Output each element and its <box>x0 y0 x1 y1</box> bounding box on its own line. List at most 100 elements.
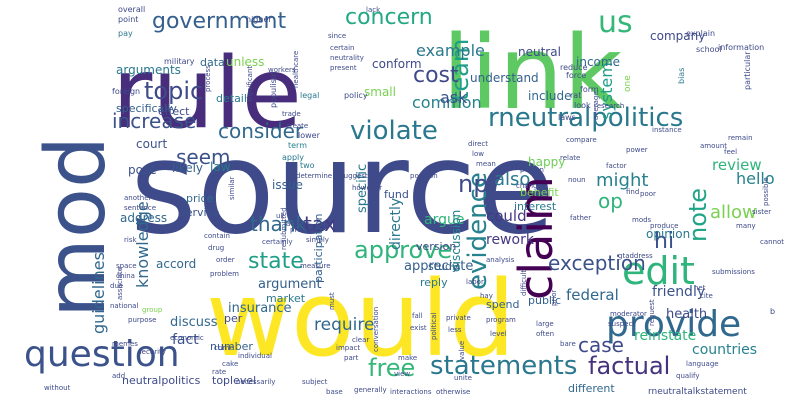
word-due: due <box>110 282 123 290</box>
word-opinion: opinion <box>646 227 690 241</box>
word-law: law <box>210 160 231 174</box>
word-argument: argument <box>258 277 322 292</box>
word-note: note <box>684 188 712 242</box>
word-significant: significant <box>246 66 254 102</box>
word-knowledge: knowledge <box>133 201 152 288</box>
word-base: base <box>326 388 343 396</box>
word-pay: pay <box>118 29 133 38</box>
word-apply: apply <box>282 153 304 162</box>
word-company: company <box>650 29 705 43</box>
word-suspect: suspect <box>608 320 635 328</box>
word-price: price <box>186 192 214 205</box>
word-amount: amount <box>700 142 727 150</box>
word-similar: similar <box>228 176 236 200</box>
word-impact: impact <box>336 344 360 352</box>
word-explain: explain <box>686 29 715 38</box>
word-fund: fund <box>384 188 409 201</box>
word-limit: limit <box>236 164 252 172</box>
word-create: create <box>286 122 308 130</box>
word-us: us <box>598 5 633 40</box>
word-rework: rework <box>486 232 535 248</box>
word-discussion: discussion <box>449 210 463 272</box>
word-china: china <box>116 272 135 280</box>
word-labor: labor <box>466 278 484 286</box>
word-crime: crime <box>214 344 234 352</box>
word-higher: higher <box>246 15 272 24</box>
word-school: school <box>696 45 722 54</box>
word-prior: prior <box>550 289 558 306</box>
word-qualify: qualify <box>676 372 700 380</box>
word-compare: compare <box>566 136 597 144</box>
word-direct: direct <box>468 140 488 148</box>
word-associate: associate <box>116 267 124 300</box>
word-bias: bias <box>677 68 686 84</box>
word-unite: unite <box>454 374 472 382</box>
word-many: many <box>736 222 756 230</box>
word-hi: hi <box>654 229 674 254</box>
word-term: term <box>288 141 307 150</box>
word-view: view <box>394 370 410 378</box>
word-risk: risk <box>124 236 137 244</box>
word-also: also <box>494 169 530 190</box>
word-version: version <box>416 240 456 253</box>
word-resubmitted: resubmitted <box>280 207 288 250</box>
word-present: present <box>330 64 357 72</box>
word-example: example <box>416 41 485 60</box>
word-program: program <box>486 316 516 324</box>
word-exist: exist <box>410 324 427 332</box>
word-hay: hay <box>480 292 493 300</box>
word-request: request <box>648 299 656 326</box>
word-thank: thank <box>250 212 307 236</box>
word-appreciate: appreciate <box>404 259 473 274</box>
word-instance: instance <box>652 126 682 134</box>
word-person: person <box>520 166 544 174</box>
word-clear: clear <box>352 336 369 344</box>
word-system: system <box>597 62 616 120</box>
word-gtaddress: gtaddress <box>618 252 653 260</box>
word-include: include <box>528 89 571 103</box>
word-income: income <box>576 55 620 69</box>
word-number: number <box>210 340 253 353</box>
word-provide: provide <box>606 304 741 345</box>
word-suggest: suggest <box>340 172 368 180</box>
word-relate: relate <box>560 154 580 162</box>
word-remain: remain <box>728 134 753 142</box>
word-issue: issue <box>272 178 303 192</box>
word-op: op <box>598 189 623 213</box>
word-since: since <box>328 32 346 40</box>
word-specifically: specifically <box>116 102 177 115</box>
word-approve: approve <box>354 236 452 264</box>
word-factual: factual <box>588 352 670 380</box>
word-otherwise: otherwise <box>436 388 470 396</box>
word-evidence: evidence <box>463 172 493 290</box>
word-rat: rat <box>570 91 581 100</box>
word-point: point <box>118 15 138 24</box>
word-team: team <box>446 39 474 101</box>
word-private: private <box>446 314 471 322</box>
word-military: military <box>164 57 195 66</box>
word-insurance: insurance <box>228 301 292 316</box>
word-language: language <box>686 360 719 368</box>
word-force: force <box>566 71 586 80</box>
word-particular: particular <box>743 51 752 90</box>
word-seem: seem <box>176 145 231 169</box>
word-however: however <box>352 184 382 192</box>
word-arguments: arguments <box>116 63 181 77</box>
word-ask: ask <box>440 88 468 107</box>
word-free: free <box>368 354 415 382</box>
word-neutralpolitics: neutralpolitics <box>122 374 201 387</box>
word-accord: accord <box>156 257 196 271</box>
word-difficult: difficult <box>520 270 528 296</box>
word-information: information <box>718 43 764 52</box>
word-poor: poor <box>640 190 656 198</box>
word-require: require <box>314 315 374 335</box>
word-find: find <box>626 188 639 196</box>
word-large: large <box>536 320 554 328</box>
word-reduce: reduce <box>560 63 588 72</box>
word-interactions: interactions <box>390 388 432 396</box>
word-discuss: discuss <box>170 315 218 330</box>
word-level: level <box>490 330 507 338</box>
word-fall: fall <box>412 312 423 320</box>
word-pose: pose <box>128 163 157 177</box>
